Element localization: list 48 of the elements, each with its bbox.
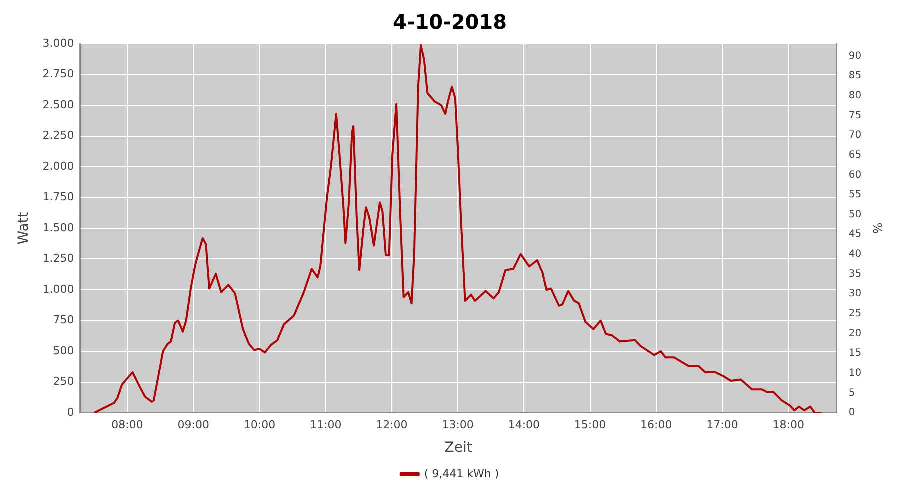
y2-tick-label: 40 <box>848 249 862 260</box>
x-axis-title: Zeit <box>444 440 473 456</box>
y2-tick-label: 60 <box>848 170 862 181</box>
y2-tick-label: 15 <box>848 348 862 360</box>
y-tick-label: 750 <box>53 314 74 327</box>
y-tick-label: 2.000 <box>42 160 74 173</box>
x-tick-label: 18:00 <box>772 418 804 432</box>
legend-label: ( 9,441 kWh ) <box>424 467 500 480</box>
y2-tick-label: 65 <box>848 150 862 161</box>
y2-tick-label: 45 <box>848 229 862 240</box>
y2-tick-label: 20 <box>848 328 862 340</box>
x-tick-label: 11:00 <box>310 418 342 432</box>
y2-axis-title: % <box>870 222 885 234</box>
y2-tick-label: 30 <box>848 288 862 300</box>
x-tick-label: 14:00 <box>508 418 540 432</box>
x-tick-label: 17:00 <box>706 418 738 432</box>
y-tick-label: 1.250 <box>42 252 74 266</box>
y-axis-title: Watt <box>16 212 32 245</box>
y-tick-label: 1.500 <box>42 221 74 234</box>
y2-tick-label: 55 <box>848 190 862 201</box>
y-tick-label: 3.000 <box>42 36 74 50</box>
y-tick-label: 2.750 <box>42 68 74 81</box>
x-tick-label: 13:00 <box>442 418 474 432</box>
x-tick-label: 16:00 <box>640 418 672 432</box>
y2-tick-label: 90 <box>848 50 862 62</box>
y-tick-label: 250 <box>53 375 74 388</box>
y2-tick-label: 70 <box>848 130 862 142</box>
chart-title: 4-10-2018 <box>392 10 508 34</box>
y-tick-label: 1.000 <box>42 282 74 296</box>
x-tick-label: 10:00 <box>244 418 276 432</box>
y2-tick-label: 25 <box>848 308 862 320</box>
y-tick-label: 2.500 <box>42 98 74 112</box>
y2-tick-label: 85 <box>848 70 862 82</box>
y2-tick-label: 75 <box>848 110 862 122</box>
y2-tick-label: 80 <box>848 90 862 102</box>
y-tick-label: 2.250 <box>42 129 74 142</box>
x-tick-label: 15:00 <box>574 418 606 432</box>
y-tick-label: 0 <box>67 406 74 419</box>
x-tick-label: 12:00 <box>376 418 408 432</box>
x-tick-label: 08:00 <box>112 418 144 432</box>
y2-tick-label: 10 <box>848 368 862 379</box>
y2-tick-label: 5 <box>848 388 856 399</box>
y2-tick-label: 35 <box>848 268 862 280</box>
x-tick-label: 09:00 <box>178 418 210 432</box>
y2-tick-label: 0 <box>848 408 856 419</box>
y-tick-label: 1.750 <box>42 190 74 204</box>
y2-tick-label: 50 <box>848 209 862 220</box>
y-tick-label: 500 <box>53 344 74 358</box>
